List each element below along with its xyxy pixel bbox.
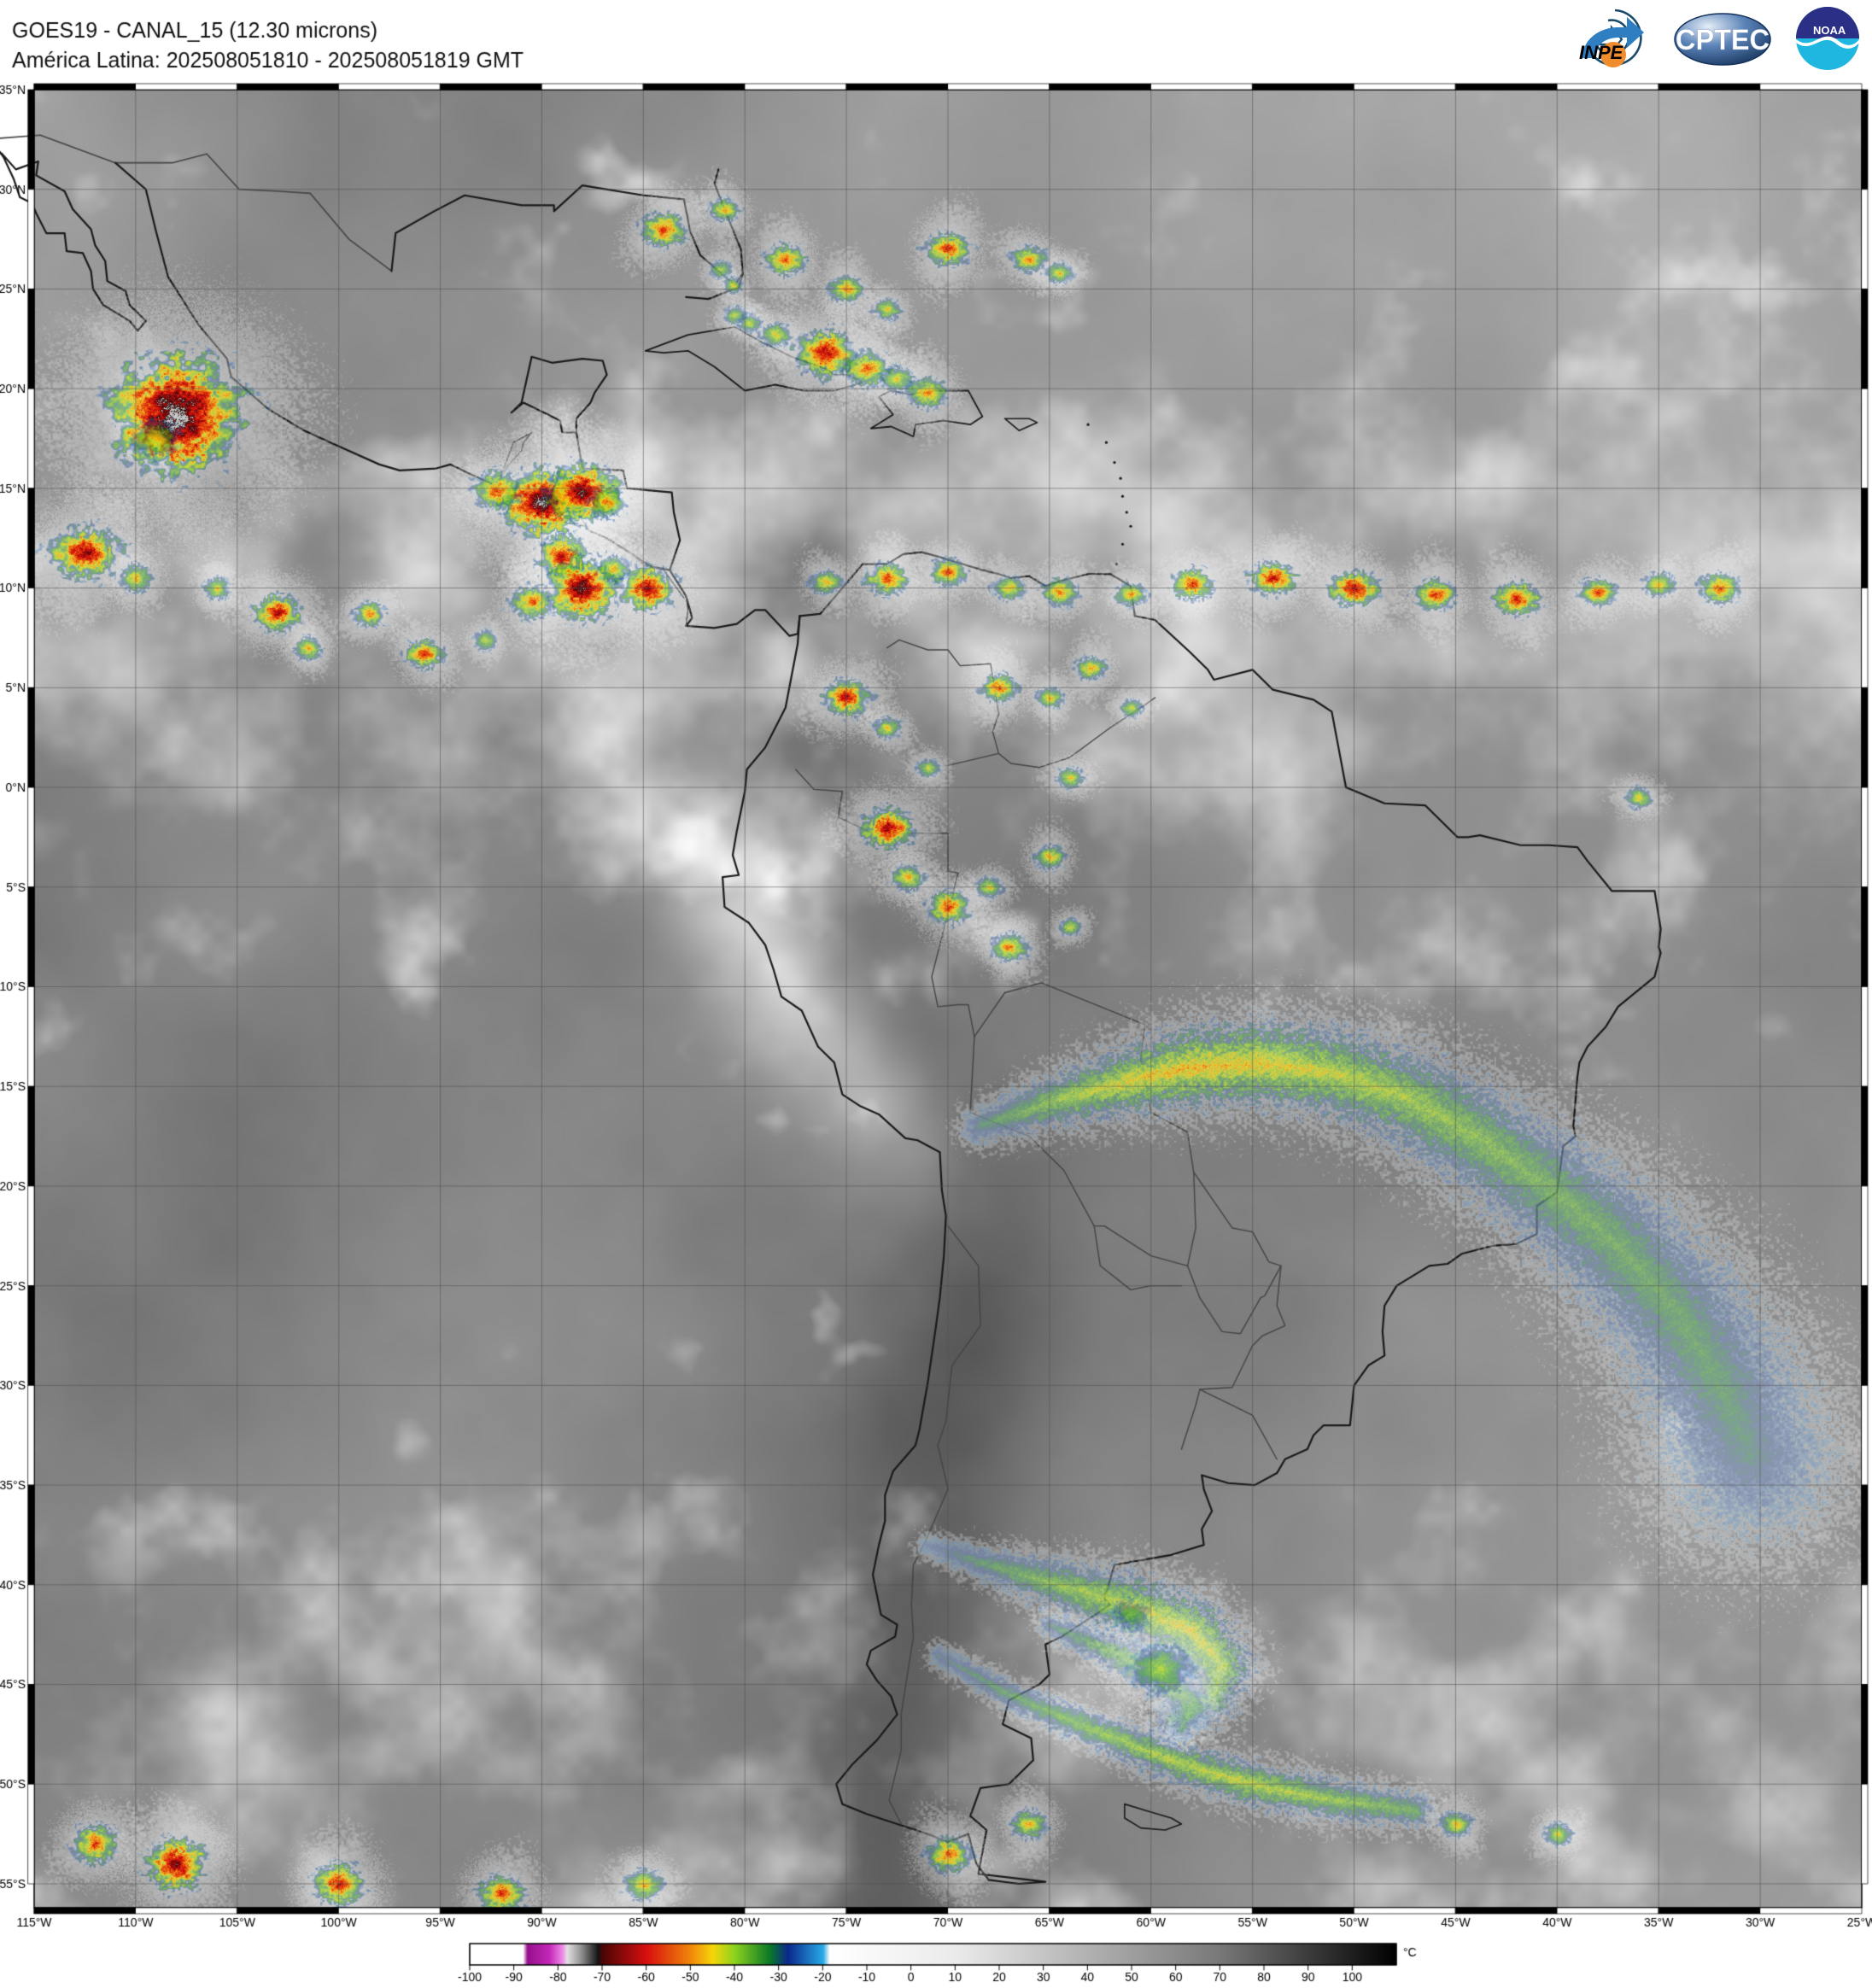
svg-text:CPTEC: CPTEC bbox=[1676, 24, 1770, 56]
svg-text:NOAA: NOAA bbox=[1813, 24, 1846, 37]
svg-text:INPE: INPE bbox=[1579, 42, 1624, 63]
